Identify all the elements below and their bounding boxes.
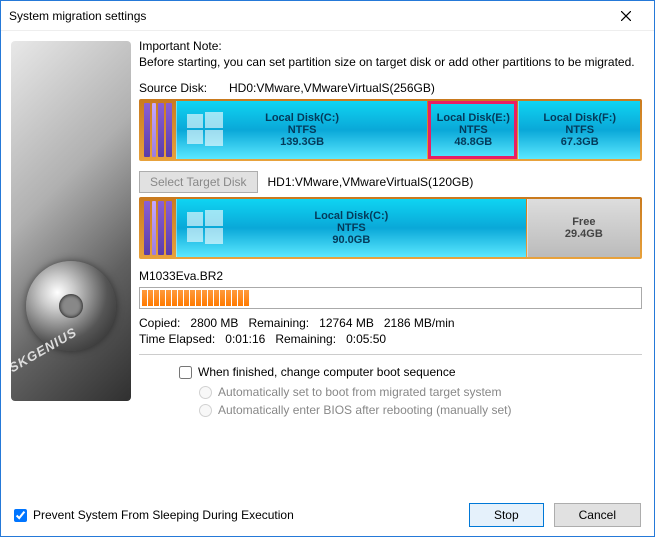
prevent-sleep-checkbox[interactable] bbox=[14, 509, 27, 522]
content-area: DISKGENIUS Important Note: Before starti… bbox=[1, 31, 654, 536]
close-button[interactable] bbox=[606, 2, 646, 30]
partition[interactable]: Free29.4GB bbox=[527, 199, 640, 257]
partition[interactable]: Local Disk(F:)NTFS67.3GB bbox=[518, 101, 640, 159]
auto-bios-label: Automatically enter BIOS after rebooting… bbox=[218, 403, 511, 417]
brand-text: DISKGENIUS bbox=[11, 324, 80, 382]
close-icon bbox=[621, 11, 631, 21]
progress-bar bbox=[139, 287, 642, 309]
partition[interactable]: Local Disk(C:)NTFS90.0GB bbox=[176, 199, 526, 257]
source-disk-label: Source Disk: bbox=[139, 81, 229, 95]
auto-bios-radio bbox=[199, 404, 212, 417]
reserved-stripes bbox=[141, 199, 175, 257]
partition[interactable]: Local Disk(C:)NTFS139.3GB bbox=[176, 101, 427, 159]
disk-illustration: DISKGENIUS bbox=[11, 41, 131, 401]
main-panel: Important Note: Before starting, you can… bbox=[131, 31, 654, 536]
titlebar: System migration settings bbox=[1, 1, 654, 31]
prevent-sleep-label: Prevent System From Sleeping During Exec… bbox=[33, 508, 294, 522]
divider bbox=[139, 354, 642, 355]
note-heading: Important Note: bbox=[139, 39, 642, 53]
footer: Prevent System From Sleeping During Exec… bbox=[14, 503, 641, 527]
target-disk-row: Select Target Disk HD1:VMware,VMwareVirt… bbox=[139, 171, 642, 193]
window-title: System migration settings bbox=[9, 9, 606, 23]
stop-button[interactable]: Stop bbox=[469, 503, 544, 527]
source-disk-value: HD0:VMware,VMwareVirtualS(256GB) bbox=[229, 81, 435, 95]
cancel-button[interactable]: Cancel bbox=[554, 503, 641, 527]
progress-stats: Copied: 2800 MB Remaining: 12764 MB 2186… bbox=[139, 315, 642, 349]
auto-migrated-label: Automatically set to boot from migrated … bbox=[218, 385, 501, 399]
sidebar: DISKGENIUS bbox=[1, 31, 131, 536]
boot-sequence-row: When finished, change computer boot sequ… bbox=[179, 365, 642, 379]
boot-sequence-label: When finished, change computer boot sequ… bbox=[198, 365, 456, 379]
target-disk-bar: Local Disk(C:)NTFS90.0GBFree29.4GB bbox=[139, 197, 642, 259]
progress-fill bbox=[140, 288, 641, 308]
auto-migrated-row: Automatically set to boot from migrated … bbox=[199, 385, 642, 399]
auto-migrated-radio bbox=[199, 386, 212, 399]
current-file: M1033Eva.BR2 bbox=[139, 269, 642, 283]
boot-sequence-checkbox[interactable] bbox=[179, 366, 192, 379]
select-target-button: Select Target Disk bbox=[139, 171, 258, 193]
reserved-stripes bbox=[141, 101, 175, 159]
partition[interactable]: Local Disk(E:)NTFS48.8GB bbox=[428, 101, 517, 159]
note-text: Before starting, you can set partition s… bbox=[139, 55, 642, 71]
auto-bios-row: Automatically enter BIOS after rebooting… bbox=[199, 403, 642, 417]
windows-icon bbox=[185, 208, 225, 248]
source-disk-row: Source Disk: HD0:VMware,VMwareVirtualS(2… bbox=[139, 81, 642, 95]
windows-icon bbox=[185, 110, 225, 150]
source-disk-bar: Local Disk(C:)NTFS139.3GBLocal Disk(E:)N… bbox=[139, 99, 642, 161]
target-disk-value: HD1:VMware,VMwareVirtualS(120GB) bbox=[268, 175, 474, 189]
